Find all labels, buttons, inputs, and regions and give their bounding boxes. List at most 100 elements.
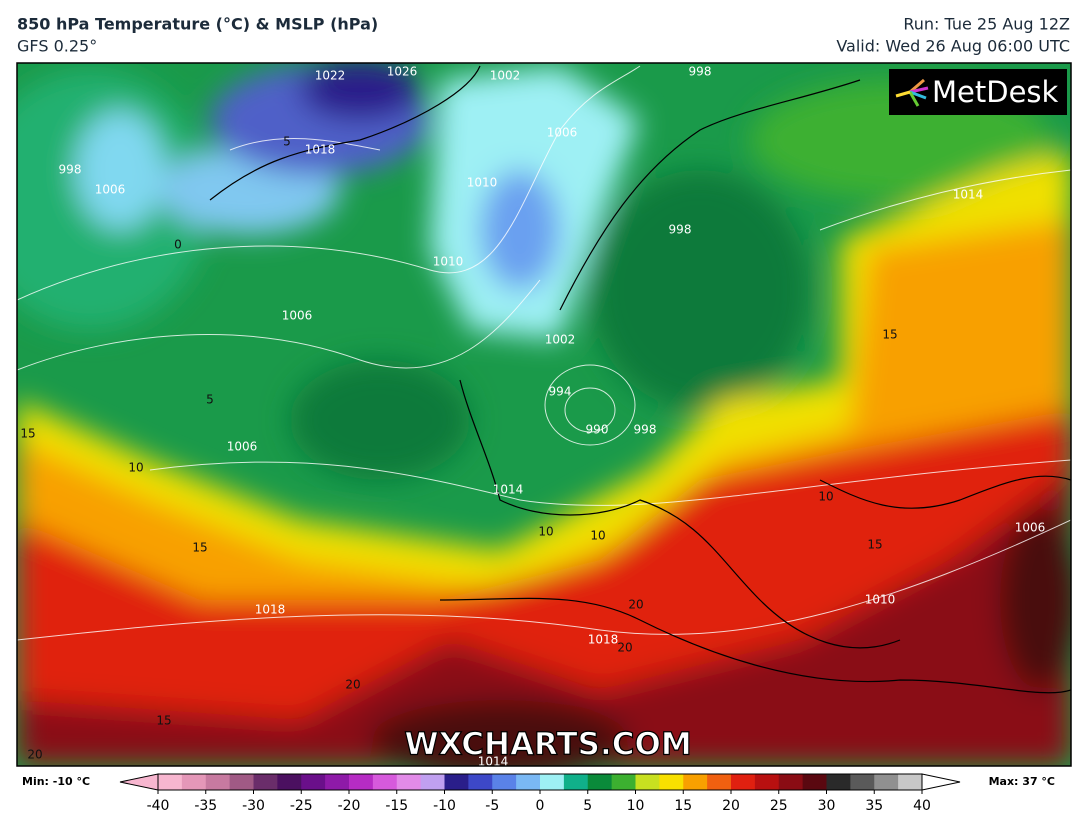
map-label: 1006 [227, 440, 258, 454]
colorbar-low-end [119, 773, 159, 791]
map-label: 0 [174, 238, 182, 252]
title: 850 hPa Temperature (°C) & MSLP (hPa) [17, 15, 378, 34]
map-label: 15 [192, 541, 207, 555]
colorbar-tick-label: 20 [722, 798, 740, 814]
colorbar-swatch [420, 774, 445, 790]
map: 1022 1026 1002 998 1018 5 1010 1006 1006… [17, 63, 1071, 769]
colorbar-tick-label: -5 [485, 798, 499, 814]
map-label: 1014 [953, 188, 984, 202]
map-label: 1006 [1015, 521, 1046, 535]
colorbar-tick-label: 25 [770, 798, 788, 814]
colorbar-swatch [205, 774, 231, 790]
map-label: 20 [628, 598, 643, 612]
map-label: 998 [634, 423, 657, 437]
colorbar-swatch [802, 774, 827, 790]
map-label: 1018 [588, 633, 619, 647]
map-frame [16, 62, 1072, 767]
colorbar: -40 -35 -30 -25 -20 -15 -10 -5 0 5 10 15 20 25 30 35 40 [119, 773, 961, 814]
max-label: Max: 37 °C [989, 775, 1055, 788]
colorbar-swatch [778, 774, 804, 790]
colorbar-tick-label: -30 [242, 798, 265, 814]
map-label: 1006 [95, 183, 126, 197]
colorbar-tick-label: -25 [290, 798, 313, 814]
map-label: 1014 [493, 483, 524, 497]
colorbar-swatch [563, 774, 589, 790]
subtitle: GFS 0.25° [17, 37, 97, 56]
colorbar-swatch [372, 774, 398, 790]
colorbar-tick-label: -35 [194, 798, 217, 814]
map-label: 10 [590, 529, 605, 543]
colorbar-swatch [516, 774, 541, 790]
colorbar-tick-label: -40 [147, 798, 170, 814]
map-label: 1018 [305, 143, 336, 157]
colorbar-swatch [492, 774, 517, 790]
colorbar-tick-label: 10 [627, 798, 645, 814]
map-label: 994 [549, 385, 572, 399]
map-label: 998 [689, 65, 712, 79]
colorbar-swatch [850, 774, 875, 790]
colorbar-swatch [754, 774, 780, 790]
colorbar-tick-label: 30 [818, 798, 836, 814]
map-label: 1014 [478, 755, 509, 769]
map-label: 1022 [315, 69, 346, 83]
map-label: 1006 [282, 309, 313, 323]
map-label: 15 [882, 328, 897, 342]
logo: MetDesk [932, 75, 1059, 109]
colorbar-swatch [349, 774, 374, 790]
colorbar-tick-label: 35 [865, 798, 883, 814]
map-label: 10 [128, 461, 143, 475]
colorbar-swatch [301, 774, 326, 790]
map-label: 1002 [490, 69, 521, 83]
colorbar-swatch [587, 774, 613, 790]
map-label: 990 [586, 423, 609, 437]
colorbar-swatch [396, 774, 422, 790]
map-label: 10 [818, 490, 833, 504]
map-label: 1006 [547, 126, 578, 140]
map-label: 998 [59, 163, 82, 177]
logo-box [889, 69, 1067, 115]
colorbar-swatch [181, 774, 207, 790]
colorbar-swatch [158, 774, 183, 790]
colorbar-swatch [229, 774, 254, 790]
colorbar-swatch [325, 774, 350, 790]
min-label: Min: -10 °C [22, 775, 90, 788]
colorbar-swatch [444, 774, 469, 790]
colorbar-tick-label: 5 [583, 798, 592, 814]
map-label: 15 [156, 714, 171, 728]
map-label: 10 [538, 525, 553, 539]
map-label: 1010 [433, 255, 464, 269]
colorbar-swatch [635, 774, 660, 790]
colorbar-high-end [921, 773, 961, 791]
colorbar-tick-label: -20 [338, 798, 361, 814]
colorbar-swatch [683, 774, 708, 790]
colorbar-swatch [826, 774, 851, 790]
colorbar-tick-label: -10 [433, 798, 456, 814]
colorbar-swatch [707, 774, 732, 790]
colorbar-swatch [898, 774, 923, 790]
logo-icon [895, 78, 929, 107]
map-label: 15 [867, 538, 882, 552]
map-label: 15 [20, 427, 35, 441]
colorbar-swatch [253, 774, 278, 790]
map-label: 1002 [545, 333, 576, 347]
map-label: 1010 [865, 593, 896, 607]
colorbar-swatch [611, 774, 636, 790]
watermark: WXCHARTS.COM [404, 727, 691, 763]
colorbar-tick-label: 40 [913, 798, 931, 814]
colorbar-tick-label: 15 [674, 798, 692, 814]
valid-time: Valid: Wed 26 Aug 06:00 UTC [836, 37, 1070, 56]
map-label: 1018 [255, 603, 286, 617]
colorbar-swatch [540, 774, 565, 790]
map-label: 5 [283, 135, 291, 149]
map-label: 20 [345, 678, 360, 692]
colorbar-swatch [277, 774, 302, 790]
colorbar-swatch [731, 774, 756, 790]
map-label: 20 [617, 641, 632, 655]
colorbar-tick-label: 0 [536, 798, 545, 814]
map-label: 998 [669, 223, 692, 237]
colorbar-swatch [659, 774, 684, 790]
map-label: 1010 [467, 176, 498, 190]
map-label: 5 [206, 393, 214, 407]
